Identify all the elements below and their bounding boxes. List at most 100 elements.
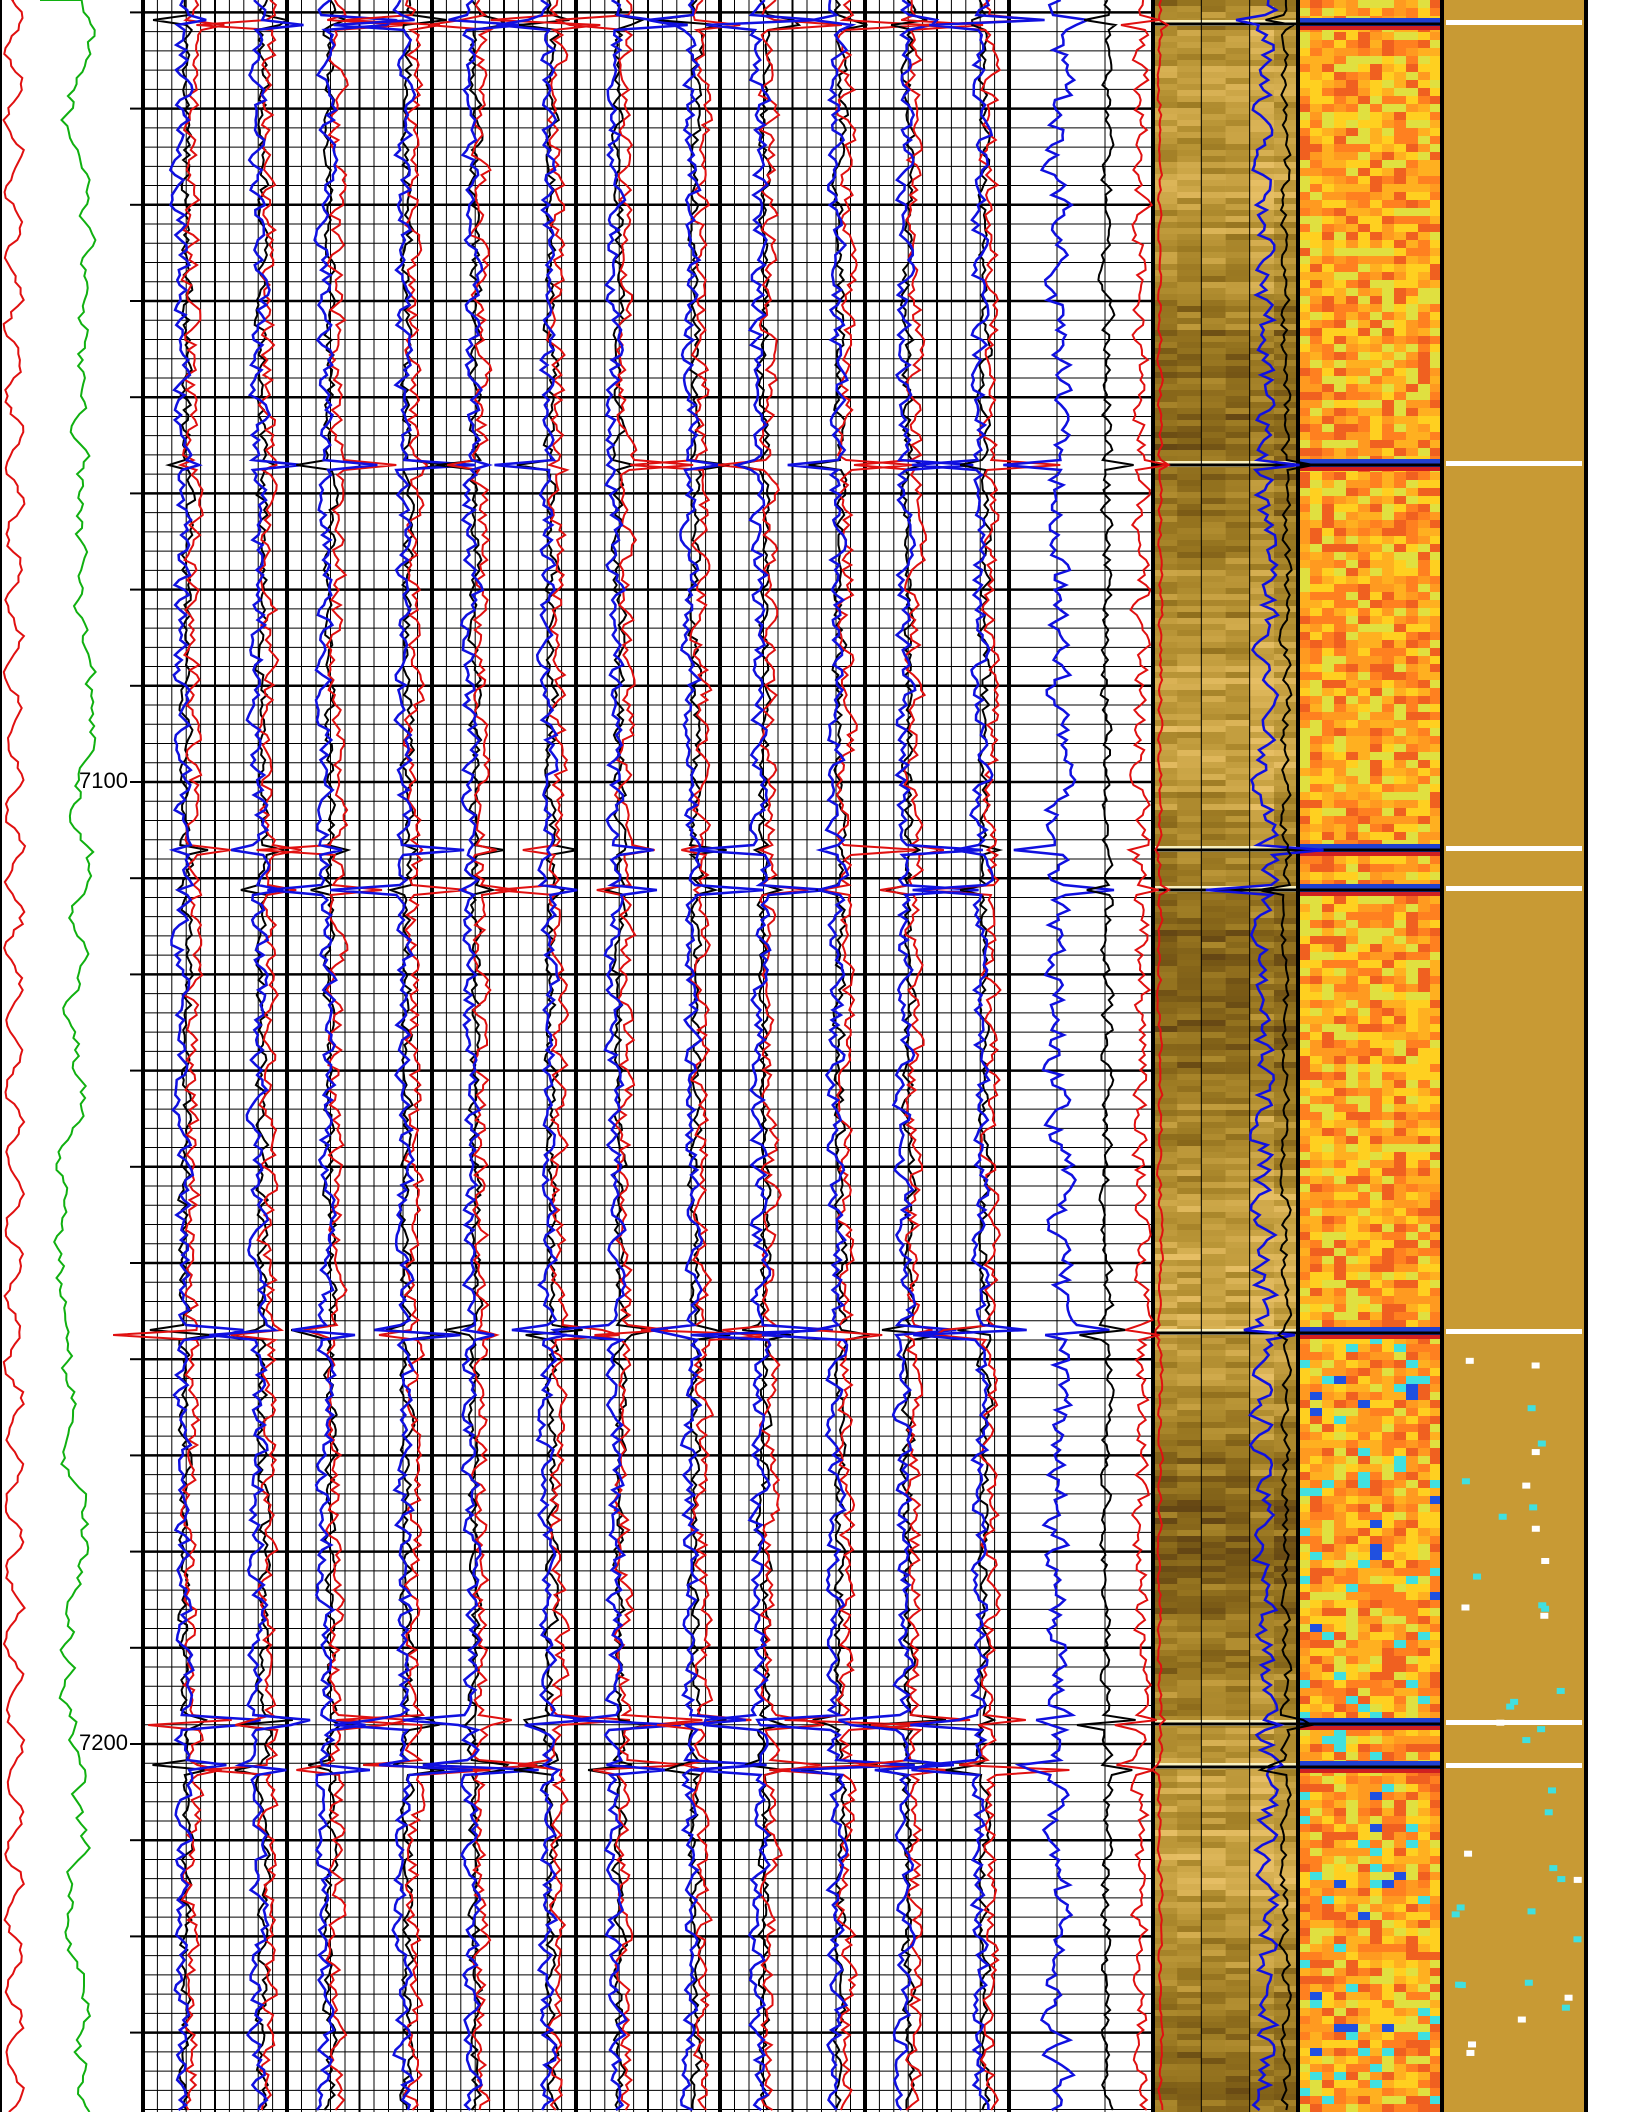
image-pixel xyxy=(1249,1758,1275,1765)
image-pixel xyxy=(1177,1152,1202,1159)
image-pixel xyxy=(1370,1544,1383,1553)
image-pixel xyxy=(1358,1136,1371,1145)
image-pixel xyxy=(1322,1456,1335,1465)
image-pixel xyxy=(1430,1144,1443,1153)
image-pixel xyxy=(1418,1912,1431,1921)
image-pixel xyxy=(1430,1680,1443,1689)
image-pixel xyxy=(1310,168,1323,177)
image-pixel xyxy=(1346,1336,1359,1345)
image-pixel xyxy=(1274,84,1299,91)
image-pixel xyxy=(1370,512,1383,521)
image-pixel xyxy=(1346,1224,1359,1233)
image-pixel xyxy=(1358,720,1371,729)
image-pixel xyxy=(1358,1064,1371,1073)
image-pixel xyxy=(1394,1360,1407,1369)
image-pixel xyxy=(1394,1664,1407,1673)
image-pixel xyxy=(1358,1248,1371,1257)
image-pixel xyxy=(1382,1624,1395,1633)
image-pixel xyxy=(1406,664,1419,673)
image-pixel xyxy=(1201,870,1226,877)
image-pixel xyxy=(1274,168,1299,175)
image-pixel xyxy=(1370,248,1383,257)
image-pixel xyxy=(1394,528,1407,537)
image-pixel xyxy=(1406,1088,1419,1097)
image-pixel xyxy=(1358,1336,1371,1345)
image-pixel xyxy=(1322,904,1335,913)
image-pixel xyxy=(1201,816,1226,823)
image-pixel xyxy=(1370,1560,1383,1569)
image-pixel xyxy=(1249,48,1275,55)
image-pixel xyxy=(1346,1200,1359,1209)
image-pixel xyxy=(1225,36,1251,43)
image-pixel xyxy=(1153,132,1178,139)
image-pixel xyxy=(1274,918,1299,925)
image-pixel xyxy=(1177,1266,1202,1273)
image-pixel xyxy=(1406,1192,1419,1201)
image-pixel xyxy=(1346,784,1359,793)
image-pixel xyxy=(1346,1680,1359,1689)
image-pixel xyxy=(1418,800,1431,809)
image-pixel xyxy=(1201,876,1226,883)
image-pixel xyxy=(1177,1080,1202,1087)
image-pixel xyxy=(1406,632,1419,641)
image-pixel xyxy=(1382,1512,1395,1521)
image-pixel xyxy=(1406,1352,1419,1361)
image-pixel xyxy=(1249,780,1275,787)
image-pixel xyxy=(1394,1640,1407,1649)
image-pixel xyxy=(1382,800,1395,809)
image-pixel xyxy=(1406,8,1419,17)
image-pixel xyxy=(1430,80,1443,89)
image-pixel xyxy=(1370,832,1383,841)
image-pixel xyxy=(1201,1392,1226,1399)
image-pixel xyxy=(1225,1344,1251,1351)
image-pixel xyxy=(1225,1884,1251,1891)
image-pixel xyxy=(1274,1668,1299,1675)
image-pixel xyxy=(1418,1360,1431,1369)
image-pixel xyxy=(1201,726,1226,733)
image-pixel xyxy=(1418,1112,1431,1121)
image-pixel xyxy=(1370,1840,1383,1849)
image-pixel xyxy=(1153,588,1178,595)
image-pixel xyxy=(1346,496,1359,505)
image-pixel xyxy=(1370,264,1383,273)
image-pixel xyxy=(1418,1056,1431,1065)
image-pixel xyxy=(1225,402,1251,409)
image-pixel xyxy=(1298,1520,1311,1529)
image-pixel xyxy=(1225,876,1251,883)
image-pixel xyxy=(1274,222,1299,229)
image-pixel xyxy=(1177,198,1202,205)
image-pixel xyxy=(1310,1480,1323,1489)
image-pixel xyxy=(1225,174,1251,181)
image-pixel xyxy=(1298,1816,1311,1825)
image-pixel xyxy=(1406,944,1419,953)
image-pixel xyxy=(1153,492,1178,499)
image-pixel xyxy=(1177,1788,1202,1795)
image-pixel xyxy=(1370,944,1383,953)
image-pixel xyxy=(1430,1712,1443,1721)
image-pixel xyxy=(1153,1008,1178,1015)
image-pixel xyxy=(1310,1624,1323,1633)
image-pixel xyxy=(1370,1040,1383,1049)
image-pixel xyxy=(1418,768,1431,777)
image-pixel xyxy=(1298,1032,1311,1041)
image-pixel xyxy=(1153,396,1178,403)
image-pixel xyxy=(1406,400,1419,409)
image-pixel xyxy=(1334,1584,1347,1593)
image-pixel xyxy=(1310,1152,1323,1161)
image-pixel xyxy=(1225,1992,1251,1999)
image-pixel xyxy=(1177,1206,1202,1213)
image-pixel xyxy=(1177,1644,1202,1651)
image-pixel xyxy=(1249,804,1275,811)
image-pixel xyxy=(1322,1816,1335,1825)
image-pixel xyxy=(1358,432,1371,441)
image-pixel xyxy=(1298,1112,1311,1121)
image-pixel xyxy=(1346,480,1359,489)
image-pixel xyxy=(1322,1024,1335,1033)
image-pixel xyxy=(1358,1736,1371,1745)
image-pixel xyxy=(1358,1840,1371,1849)
image-pixel xyxy=(1177,1350,1202,1357)
image-pixel xyxy=(1274,726,1299,733)
image-pixel xyxy=(1310,608,1323,617)
image-pixel xyxy=(1298,408,1311,417)
image-pixel xyxy=(1201,1152,1226,1159)
